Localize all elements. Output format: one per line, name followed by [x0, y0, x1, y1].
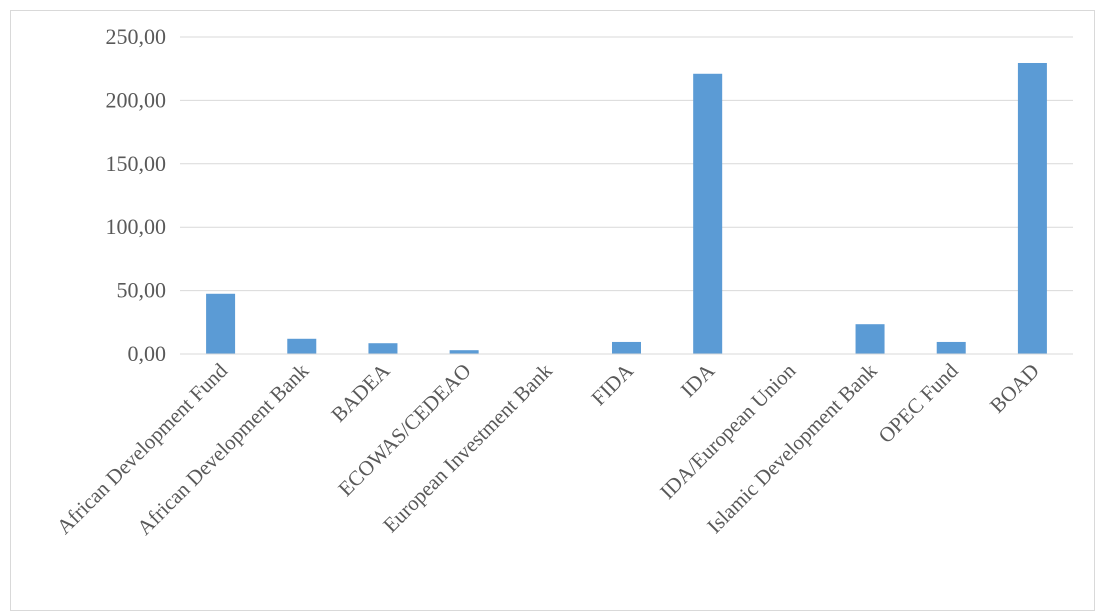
x-category-label: OPEC Fund	[874, 358, 964, 448]
bar	[287, 338, 317, 354]
bar	[612, 341, 641, 354]
x-category-label: African Development Bank	[132, 358, 313, 539]
bar	[1017, 62, 1047, 355]
y-tick-label: 100,00	[106, 214, 167, 239]
x-category-label: BADEA	[326, 358, 395, 427]
x-category-label: ECOWAS/CEDEAO	[333, 359, 475, 501]
x-category-label: IDA/European Union	[655, 358, 801, 504]
x-category-label: BOAD	[985, 359, 1044, 418]
bar	[449, 350, 479, 354]
x-category-label: European Investment Bank	[378, 358, 557, 537]
bar	[368, 343, 398, 354]
y-tick-label: 150,00	[106, 151, 167, 176]
bar	[936, 341, 966, 354]
x-category-label: FIDA	[586, 358, 638, 410]
bar	[693, 73, 723, 354]
x-category-label: Islamic Development Bank	[702, 358, 882, 538]
bar	[206, 293, 236, 354]
y-tick-label: 200,00	[106, 87, 167, 112]
x-category-label: IDA	[676, 358, 720, 402]
y-tick-label: 250,00	[106, 24, 167, 49]
y-tick-label: 0,00	[128, 341, 167, 366]
bar	[855, 324, 885, 354]
y-axis-tick-labels: 0,00 50,00 100,00 150,00 200,00 250,00	[106, 24, 167, 366]
gridlines	[180, 36, 1073, 292]
chart-frame	[10, 10, 1095, 611]
y-tick-label: 50,00	[117, 278, 167, 303]
bars	[206, 62, 1047, 355]
